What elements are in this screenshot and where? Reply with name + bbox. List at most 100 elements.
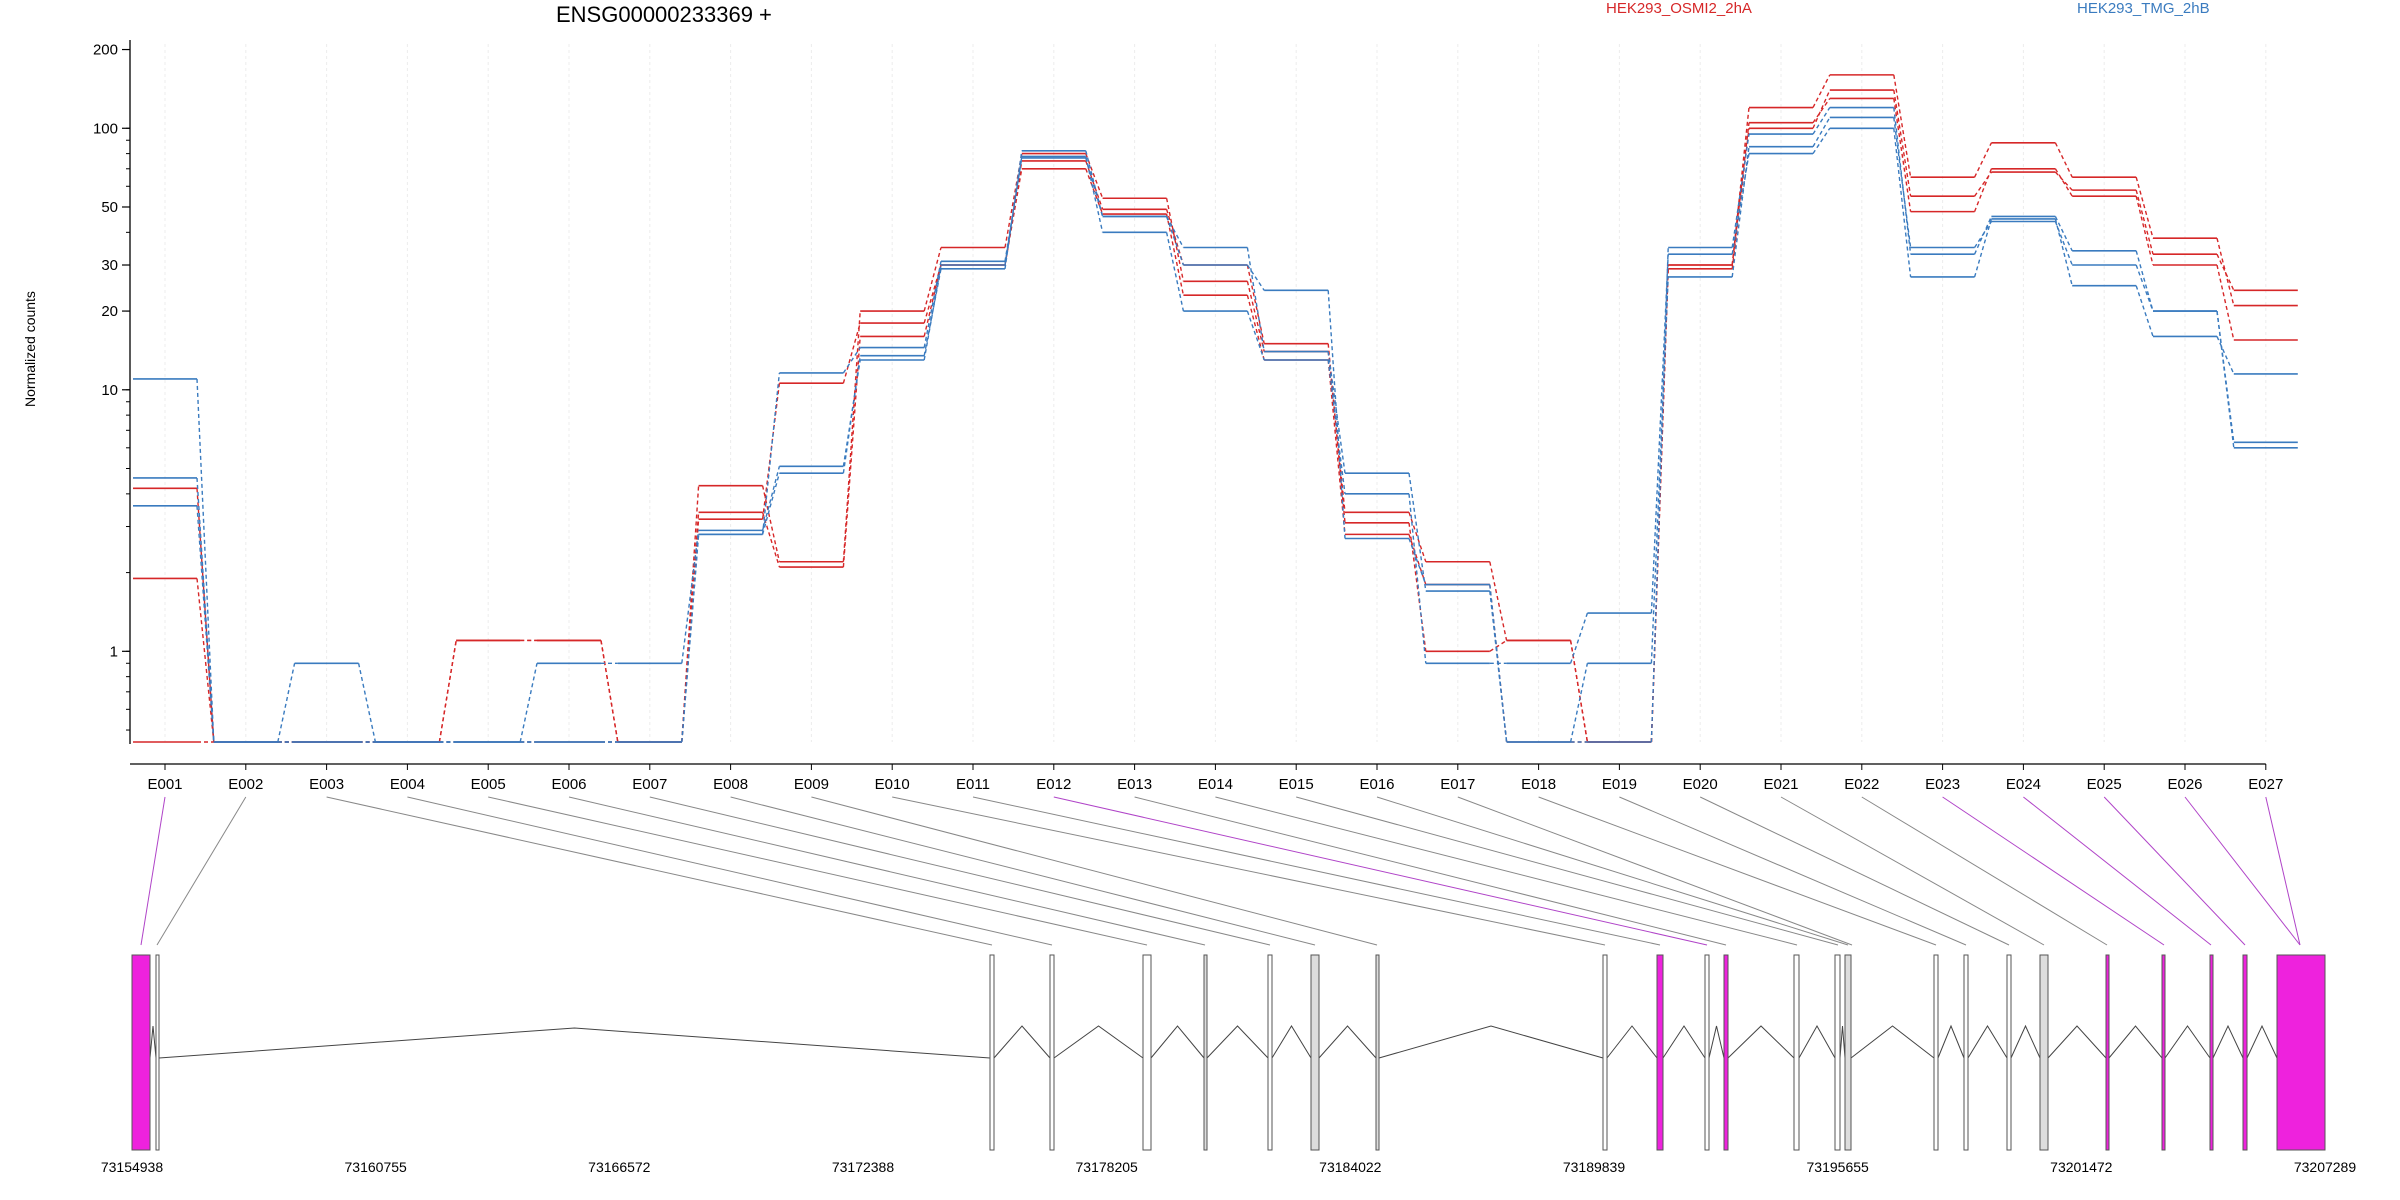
connector-E019 xyxy=(1619,796,1967,946)
exon-transition xyxy=(2135,196,2154,266)
exon-transition xyxy=(1246,281,1265,352)
exon-transition xyxy=(2216,310,2235,448)
exon-transition xyxy=(196,378,215,743)
exon-transition xyxy=(2054,168,2073,197)
exon-transition xyxy=(1812,117,1831,148)
intron xyxy=(1839,1025,1846,1059)
x-tick-label: E010 xyxy=(875,776,910,793)
connector-E009 xyxy=(811,796,1378,946)
exon-transition xyxy=(842,359,861,467)
connector-E002 xyxy=(156,796,247,946)
x-tick-label: E007 xyxy=(632,776,667,793)
x-tick-label: E009 xyxy=(794,776,829,793)
exon-transition xyxy=(2054,216,2073,252)
exon-transition xyxy=(842,322,861,384)
connector-E014 xyxy=(1215,796,1798,946)
x-tick-label: E002 xyxy=(228,776,263,793)
exon-transition xyxy=(1327,359,1346,494)
x-tick-label: E012 xyxy=(1036,776,1071,793)
exon-box xyxy=(1375,954,1380,1151)
x-tick-label: E017 xyxy=(1440,776,1475,793)
exon-transition xyxy=(1569,663,1589,743)
connector-E023 xyxy=(1942,796,2165,946)
exon-transition xyxy=(1165,216,1185,248)
intron xyxy=(1206,1025,1269,1059)
exon-transition xyxy=(681,530,700,664)
exon-transition xyxy=(1408,493,1427,664)
exon-box xyxy=(1933,954,1939,1151)
exon-transition xyxy=(1893,117,1912,248)
intron xyxy=(1150,1025,1205,1059)
exon-transition xyxy=(1731,153,1750,255)
intron xyxy=(1053,1025,1144,1059)
exon-transition xyxy=(1085,160,1104,210)
exon-transition xyxy=(1893,74,1912,178)
x-tick-label: E003 xyxy=(309,776,344,793)
intron xyxy=(1937,1024,1965,1059)
exon-transition xyxy=(438,640,457,743)
intron xyxy=(1606,1025,1658,1059)
exon-transition xyxy=(1408,534,1427,585)
chart-title: ENSG00000233369 + xyxy=(556,2,772,27)
exon-box xyxy=(1844,954,1852,1151)
exon-transition xyxy=(761,383,781,520)
exon-transition xyxy=(923,264,942,361)
exon-transition xyxy=(196,578,215,743)
exon-transition xyxy=(2135,189,2154,255)
intron xyxy=(2212,1024,2244,1059)
coordinate-label: 73201472 xyxy=(2050,1159,2113,1175)
intron xyxy=(2010,1024,2041,1059)
y-tick-label: 20 xyxy=(101,303,118,320)
coordinate-label: 73189839 xyxy=(1563,1159,1626,1175)
exon-transition xyxy=(1327,359,1346,535)
connector-E011 xyxy=(972,796,1661,946)
exon-transition xyxy=(1004,157,1023,262)
exon-box xyxy=(2006,954,2012,1151)
connector-E008 xyxy=(730,796,1316,946)
exon-box xyxy=(2276,954,2326,1151)
intron xyxy=(2108,1025,2163,1059)
coordinate-label: 73207289 xyxy=(2294,1159,2357,1175)
exon-connectors xyxy=(140,796,2301,946)
intron xyxy=(1378,1025,1604,1059)
exon-transition xyxy=(1246,264,1265,291)
exon-transition xyxy=(2135,177,2154,239)
exon-transition xyxy=(1893,89,1912,197)
exon-box xyxy=(2039,954,2049,1151)
exon-box xyxy=(2105,954,2110,1151)
connector-E010 xyxy=(892,796,1606,946)
exon-transition xyxy=(2135,285,2154,337)
y-tick-label: 200 xyxy=(93,42,118,59)
coordinate-label: 73154938 xyxy=(101,1159,164,1175)
exon-box xyxy=(1723,954,1729,1151)
exon-transition xyxy=(923,264,942,324)
x-tick-label: E014 xyxy=(1198,776,1233,793)
legend-entry-tmg: HEK293_TMG_2hB xyxy=(2077,0,2210,17)
exon-box xyxy=(1834,954,1841,1151)
exon-transition xyxy=(1812,107,1831,135)
y-tick-label: 1 xyxy=(110,643,118,660)
intron xyxy=(1967,1025,2008,1059)
exon-transition xyxy=(1731,146,1750,278)
connector-E027 xyxy=(2265,796,2301,946)
x-tick-label: E026 xyxy=(2167,776,2202,793)
exon-transition xyxy=(600,640,619,743)
exon-transition xyxy=(2054,218,2073,286)
exon-transition xyxy=(1812,127,1831,154)
intron xyxy=(1850,1025,1935,1059)
grid-lines xyxy=(164,44,2267,742)
exon-transition xyxy=(1893,128,1912,278)
exon-transition xyxy=(1812,98,1831,124)
exon-transition xyxy=(1650,254,1669,614)
exon-box xyxy=(1656,954,1664,1151)
coordinate-label: 73195655 xyxy=(1807,1159,1870,1175)
exon-box xyxy=(1203,954,1208,1151)
intron xyxy=(1318,1025,1377,1059)
exon-box xyxy=(1602,954,1608,1151)
exon-transition xyxy=(1489,639,1507,652)
exon-transition xyxy=(842,355,861,474)
x-tick-label: E023 xyxy=(1925,776,1960,793)
exon-transition xyxy=(196,505,215,743)
exon-box xyxy=(2242,954,2248,1151)
exon-transition xyxy=(1165,209,1185,266)
